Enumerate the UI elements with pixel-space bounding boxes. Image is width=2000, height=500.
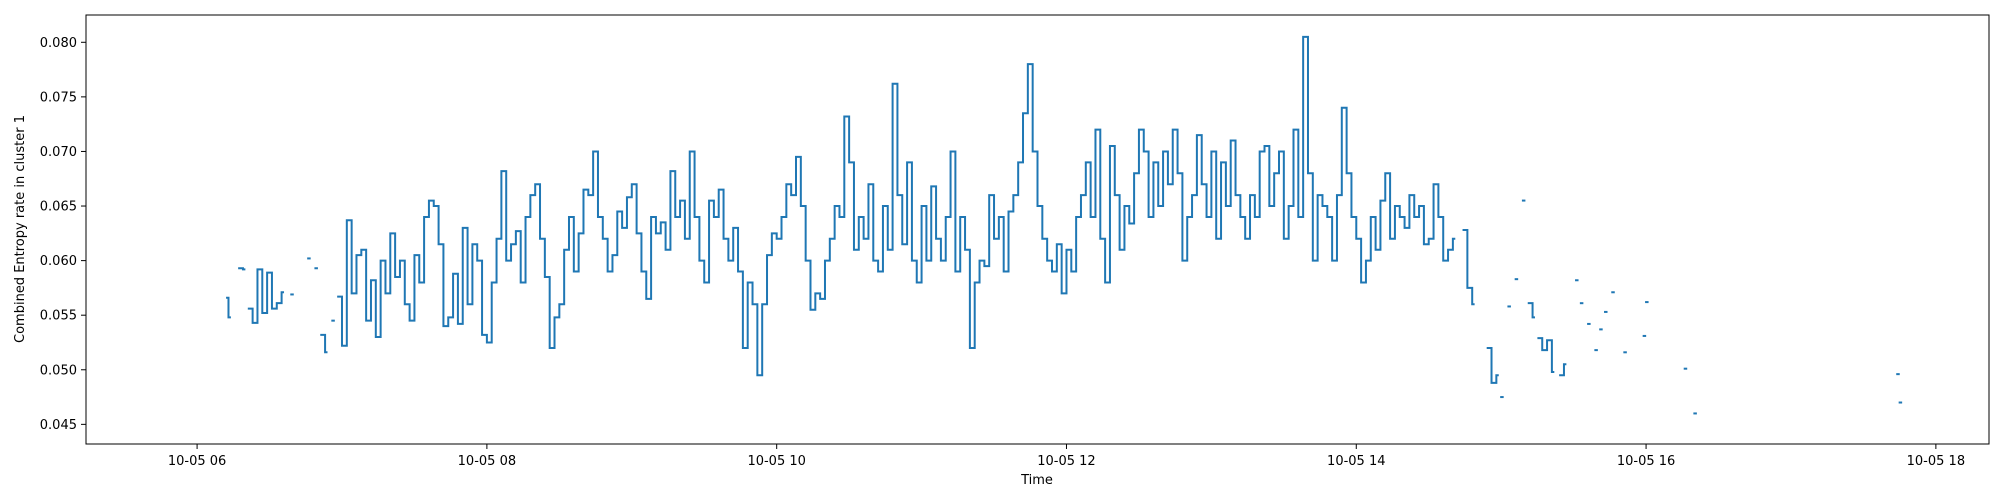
series-line-segment	[226, 296, 231, 319]
y-tick-label: 0.075	[40, 90, 77, 105]
y-tick-label: 0.050	[40, 363, 77, 378]
x-axis: 10-05 06 10-05 08 10-05 10 10-05 12 10-05 14…	[168, 444, 1965, 469]
y-axis: 0.045 0.050 0.055 0.060 0.065 0.070 0.075 0.080	[40, 36, 86, 433]
series-line-segment	[247, 268, 285, 324]
series-line-segment	[1559, 363, 1567, 377]
x-axis-label: Time	[1020, 473, 1053, 488]
y-tick-label: 0.045	[40, 418, 77, 433]
series-line-segment	[1537, 337, 1555, 373]
y-tick-label: 0.065	[40, 200, 77, 215]
x-tick-label: 10-05 12	[1037, 454, 1095, 469]
x-tick-label: 10-05 18	[1907, 454, 1965, 469]
plot-area	[226, 35, 1903, 415]
x-tick-label: 10-05 14	[1327, 454, 1385, 469]
x-tick-label: 10-05 10	[747, 454, 805, 469]
x-tick-label: 10-05 08	[458, 454, 516, 469]
series-line-segment	[238, 267, 246, 271]
y-tick-label: 0.080	[40, 36, 77, 51]
series-line-segment	[1486, 346, 1499, 384]
y-axis-label: Combined Entropy rate in cluster 1	[13, 115, 28, 343]
x-tick-label: 10-05 16	[1617, 454, 1675, 469]
series-line-segment	[1462, 229, 1475, 306]
y-tick-label: 0.070	[40, 145, 77, 160]
series-line-segment	[320, 333, 328, 354]
series-line-segment	[1527, 302, 1535, 319]
series-line-segment	[337, 35, 1456, 377]
plot-frame	[85, 14, 1990, 445]
y-tick-label: 0.060	[40, 254, 77, 269]
y-tick-label: 0.055	[40, 309, 77, 324]
x-tick-label: 10-05 06	[168, 454, 226, 469]
